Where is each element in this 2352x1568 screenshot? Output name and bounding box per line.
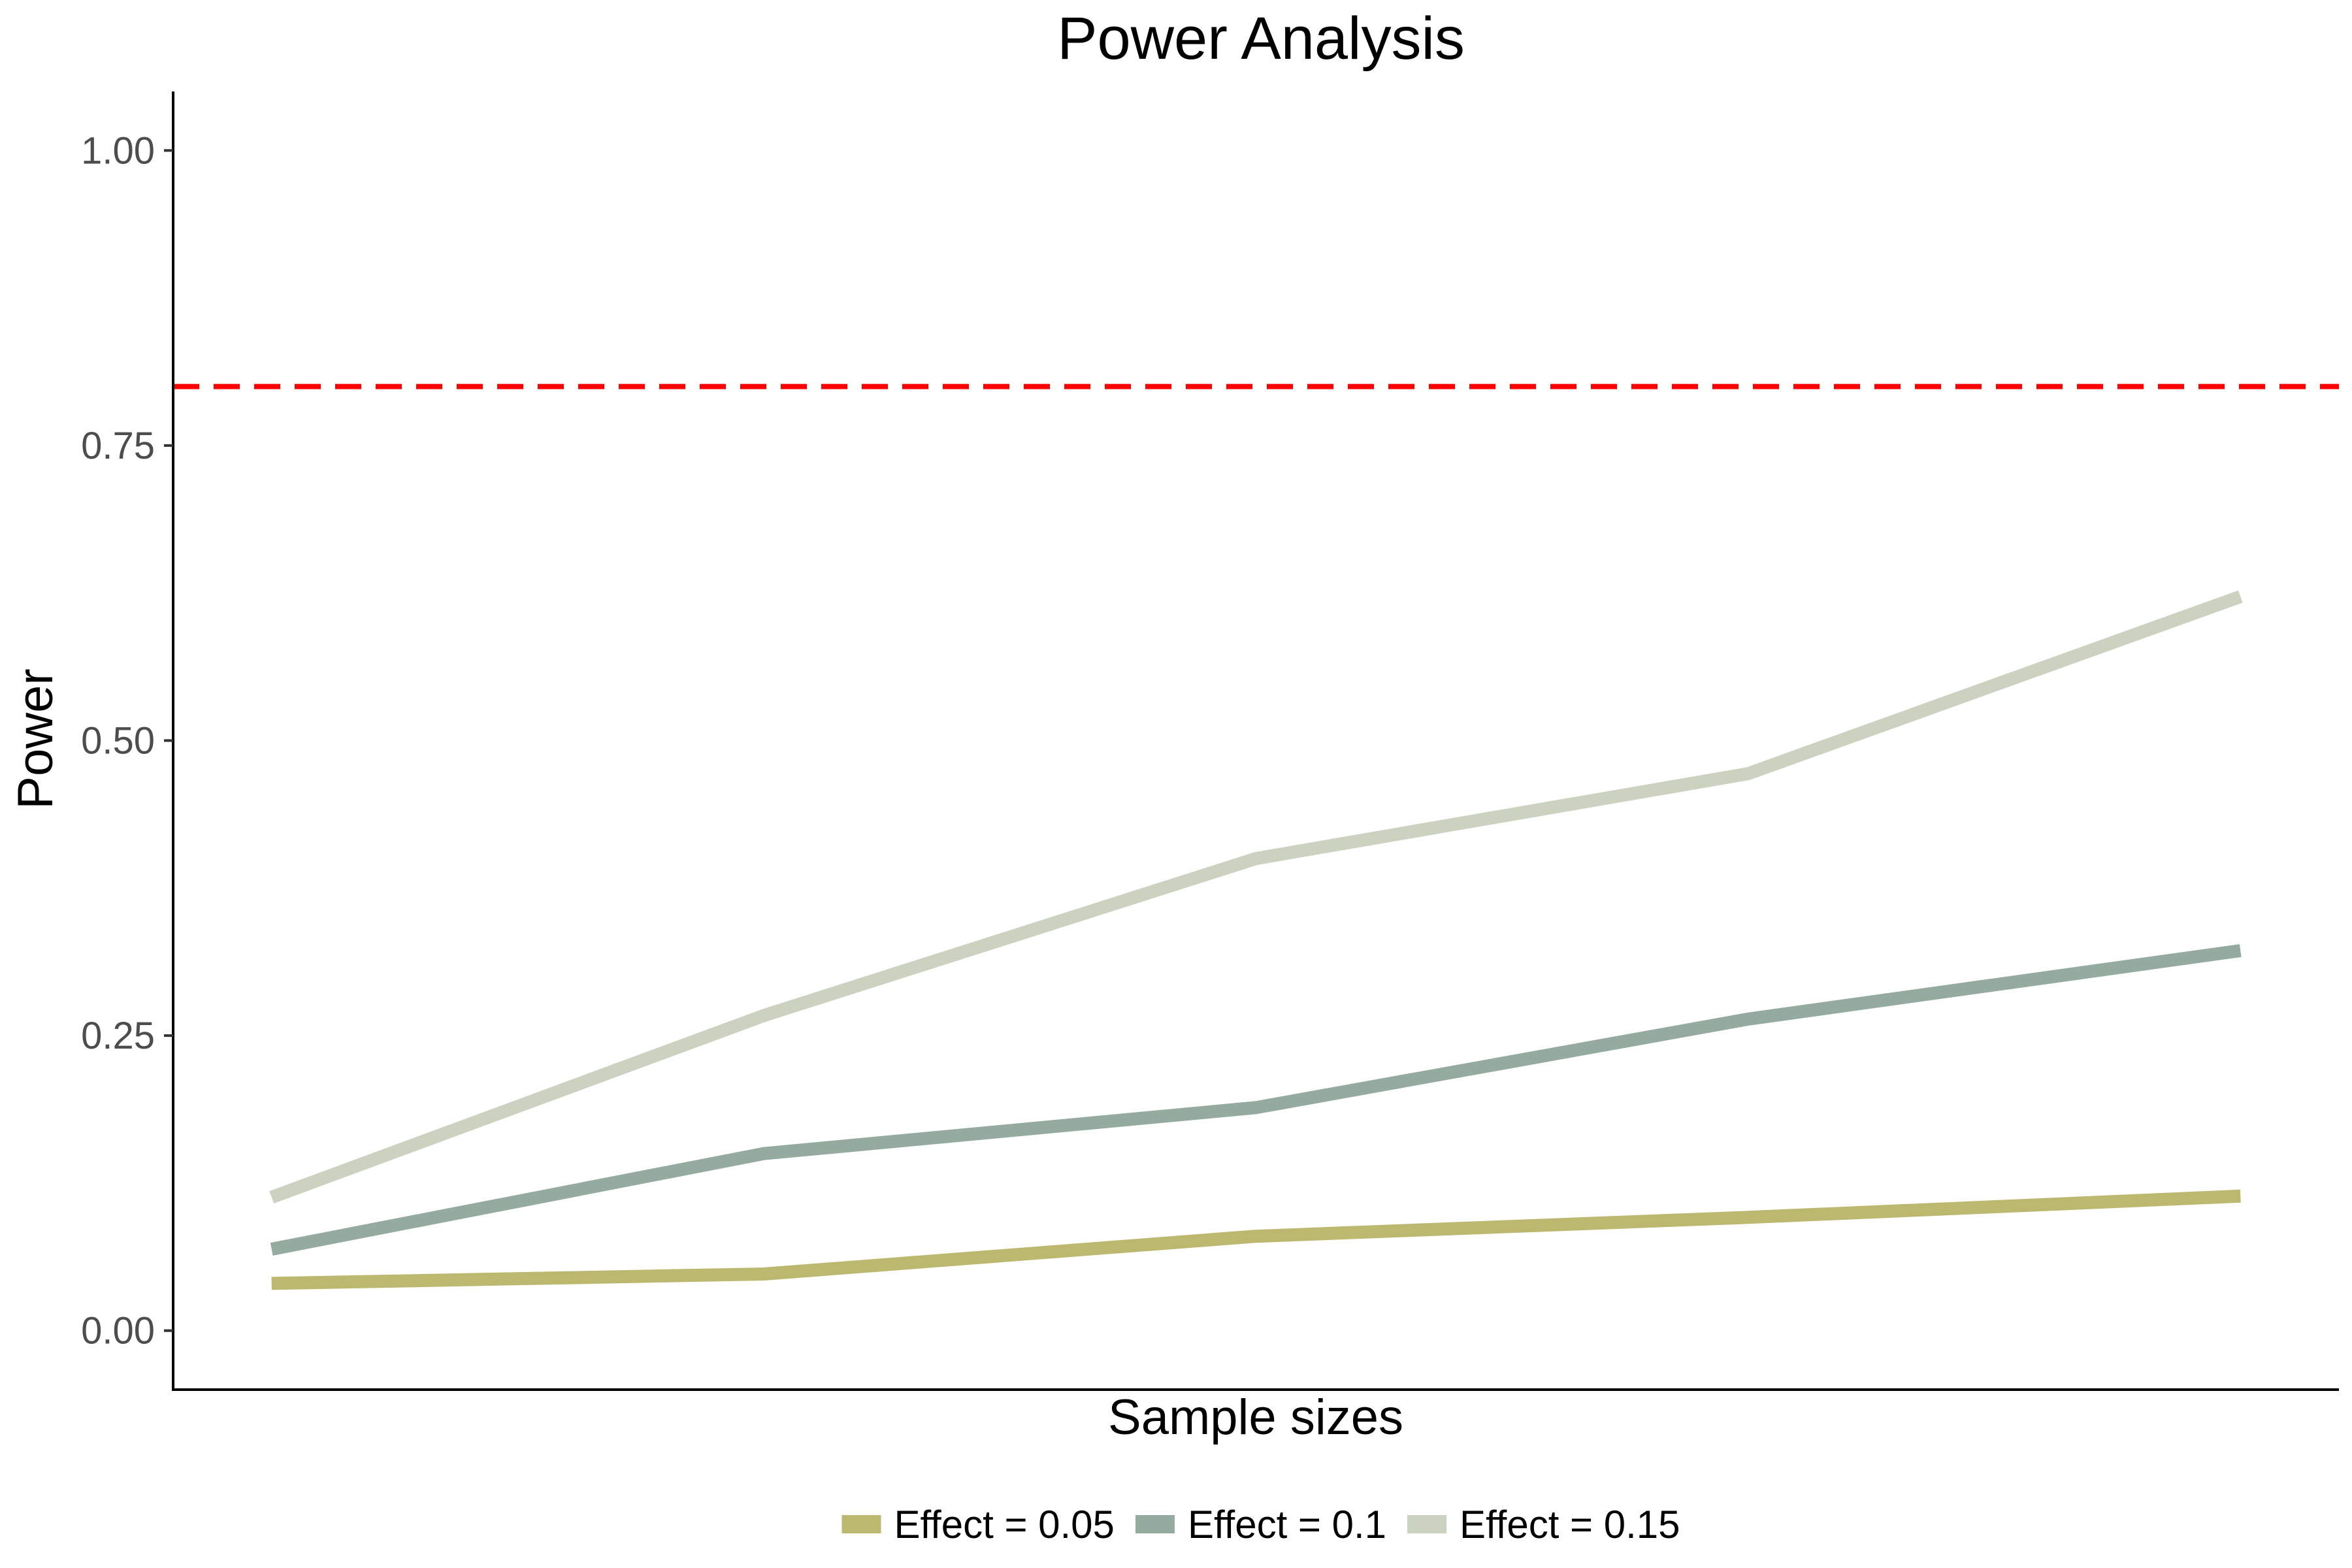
y-tick-label: 0.00: [81, 1310, 155, 1352]
legend-label: Effect = 0.15: [1460, 1503, 1680, 1546]
y-tick-label: 0.50: [81, 720, 155, 762]
series-line-3: [269, 590, 2243, 1203]
y-tick-label: 0.25: [81, 1015, 155, 1057]
y-ticks: 0.00 0.25 0.50 0.75 1.00: [81, 129, 173, 1352]
y-tick-label: 0.75: [81, 425, 155, 467]
legend-item: Effect = 0.05: [841, 1503, 1115, 1546]
y-tick-label: 1.00: [81, 129, 155, 172]
chart-title: Power Analysis: [1057, 5, 1465, 72]
legend-label: Effect = 0.05: [894, 1503, 1114, 1546]
legend-key: [1407, 1515, 1447, 1533]
plot-area: 0.00 0.25 0.50 0.75 1.00: [81, 91, 2339, 1391]
series-line-1: [271, 1189, 2241, 1290]
x-axis-label: Sample sizes: [1108, 1390, 1403, 1445]
series-layer: [269, 590, 2243, 1290]
legend-key: [1135, 1515, 1175, 1533]
legend-item: Effect = 0.1: [1135, 1503, 1386, 1546]
legend: Effect = 0.05 Effect = 0.1 Effect = 0.15: [841, 1503, 1680, 1546]
legend-item: Effect = 0.15: [1407, 1503, 1680, 1546]
legend-label: Effect = 0.1: [1188, 1503, 1386, 1546]
series-line-2: [270, 944, 2242, 1256]
legend-key: [841, 1515, 881, 1533]
y-axis-label: Power: [8, 668, 63, 809]
